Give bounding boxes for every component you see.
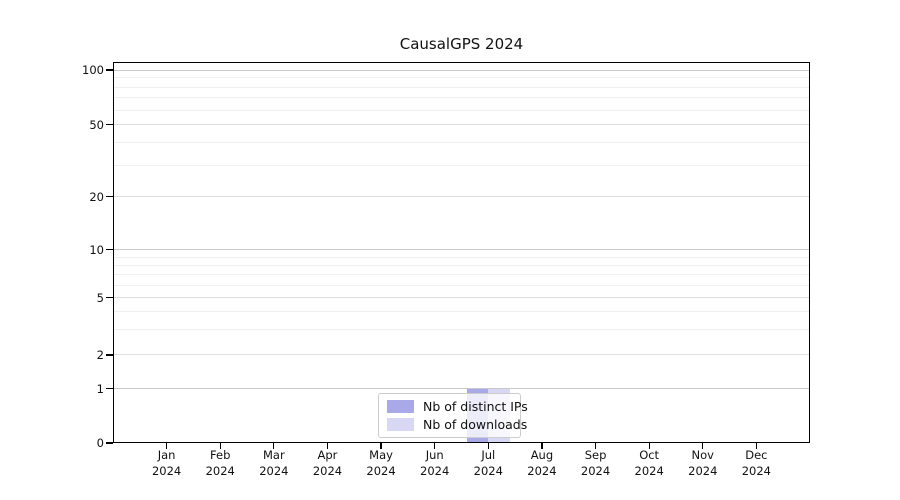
x-tick-label: Aug 2024 (527, 448, 557, 478)
x-tick-label: Jan 2024 (151, 448, 182, 478)
gridline-major (113, 297, 810, 299)
y-tick-label: 5 (96, 290, 104, 305)
x-tick-label: Dec 2024 (741, 448, 772, 478)
x-tick-mark (380, 443, 382, 449)
x-tick-mark (541, 443, 543, 449)
y-tick-label: 0 (96, 436, 104, 450)
y-tick-mark (106, 124, 113, 126)
x-tick-label: Feb 2024 (205, 448, 235, 478)
x-tick-mark (755, 443, 757, 449)
gridline-minor (113, 284, 810, 286)
legend: Nb of distinct IPs Nb of downloads (378, 393, 528, 438)
gridline-minor (113, 256, 810, 258)
y-tick-mark (106, 388, 113, 390)
y-tick-mark (106, 297, 113, 299)
y-tick-mark (106, 196, 113, 198)
x-tick-label: Jun 2024 (420, 448, 450, 478)
legend-swatch-distinct-ips-icon (387, 399, 414, 413)
x-tick-mark (702, 443, 704, 449)
y-tick-mark (106, 249, 113, 251)
x-tick-mark (487, 443, 489, 449)
legend-item: Nb of downloads (379, 417, 527, 432)
legend-label: Nb of distinct IPs (423, 398, 528, 414)
gridline-minor (113, 264, 810, 266)
gridline-minor (113, 329, 810, 331)
x-tick-mark (219, 443, 221, 449)
y-tick-label: 2 (96, 347, 104, 362)
x-tick-label: Apr 2024 (312, 448, 343, 478)
x-tick-mark (273, 443, 275, 449)
y-tick-label: 20 (89, 189, 104, 204)
gridline-minor (113, 311, 810, 313)
x-tick-mark (166, 443, 168, 449)
plot-border (113, 62, 810, 443)
plot-area: Nb of distinct IPs Nb of downloads (113, 62, 810, 443)
x-tick-label: Oct 2024 (634, 448, 664, 478)
gridline-minor (113, 141, 810, 143)
x-tick-label: Mar 2024 (259, 448, 289, 478)
y-tick-mark (106, 69, 113, 71)
gridline-minor (113, 164, 810, 166)
gridline-major (113, 249, 810, 251)
x-tick-mark (594, 443, 597, 449)
x-tick-mark (326, 443, 329, 449)
x-tick-mark (434, 443, 436, 449)
x-tick-label: May 2024 (366, 448, 396, 478)
legend-item: Nb of distinct IPs (379, 399, 528, 414)
legend-swatch-downloads-icon (387, 418, 414, 432)
gridline-minor (113, 109, 810, 111)
x-tick-label: Nov 2024 (688, 448, 718, 478)
legend-label: Nb of downloads (423, 417, 528, 433)
gridline-major (113, 354, 810, 356)
x-tick-label: Jul 2024 (473, 448, 503, 478)
gridline-major (113, 196, 810, 198)
y-tick-label: 1 (96, 381, 104, 396)
gridline-major (113, 69, 810, 71)
y-tick-mark (106, 442, 113, 444)
y-tick-label: 100 (82, 63, 104, 77)
chart-title: CausalGPS 2024 (399, 35, 524, 53)
gridline-minor (113, 77, 810, 79)
gridline-minor (113, 86, 810, 88)
x-tick-mark (648, 443, 650, 449)
x-tick-label: Sep 2024 (580, 448, 611, 478)
gridline-major (113, 124, 810, 126)
gridline-minor (113, 97, 810, 99)
y-tick-label: 50 (89, 117, 104, 132)
gridline-major (113, 388, 810, 390)
y-tick-label: 10 (89, 242, 104, 257)
gridline-minor (113, 274, 810, 276)
y-tick-mark (106, 354, 113, 356)
